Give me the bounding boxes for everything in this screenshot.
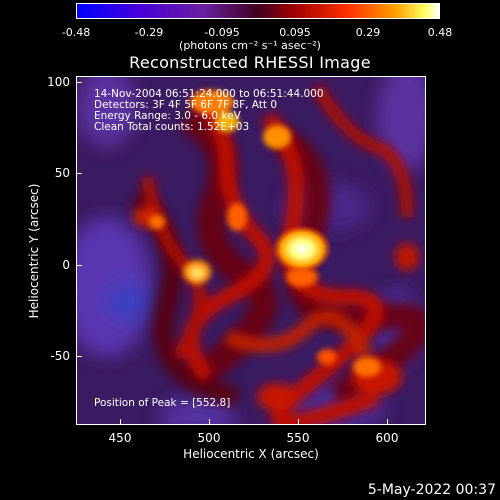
rhessi-image: 14-Nov-2004 06:51:24.000 to 06:51:44.000… bbox=[76, 76, 426, 425]
peak-position-label: Position of Peak = [552,8] bbox=[94, 397, 231, 409]
y-tick-mark bbox=[76, 356, 82, 357]
colorbar-tick: 0.48 bbox=[427, 26, 453, 39]
colorbar bbox=[76, 3, 440, 19]
rhessi-image-canvas bbox=[77, 77, 425, 424]
x-tick-label: 450 bbox=[108, 431, 132, 445]
x-tick-mark bbox=[387, 419, 388, 425]
y-tick-label: 100 bbox=[47, 75, 70, 89]
time-range-label: 14-Nov-2004 06:51:24.000 to 06:51:44.000 bbox=[94, 88, 324, 100]
y-tick-label: 0 bbox=[62, 258, 70, 272]
x-tick-mark bbox=[120, 419, 121, 425]
y-tick-mark bbox=[76, 173, 82, 174]
colorbar-tick: -0.095 bbox=[204, 26, 240, 39]
y-tick-mark bbox=[76, 265, 82, 266]
x-axis-label: Heliocentric X (arcsec) bbox=[183, 447, 319, 461]
x-tick-mark bbox=[209, 419, 210, 425]
y-tick-label: -50 bbox=[50, 349, 70, 363]
energy-range-label: Energy Range: 3.0 - 6.0 keV bbox=[94, 110, 241, 122]
colorbar-tick: 0.095 bbox=[279, 26, 311, 39]
timestamp: 5-May-2022 00:37 bbox=[367, 482, 496, 498]
colorbar-tick: -0.48 bbox=[61, 26, 91, 39]
image-title: Reconstructed RHESSI Image bbox=[129, 53, 371, 72]
x-tick-label: 500 bbox=[197, 431, 221, 445]
x-tick-label: 600 bbox=[375, 431, 399, 445]
colorbar-unit: (photons cm⁻² s⁻¹ asec⁻²) bbox=[179, 39, 321, 52]
x-tick-mark bbox=[298, 419, 299, 425]
y-tick-label: 50 bbox=[54, 166, 70, 180]
colorbar-tick: 0.29 bbox=[355, 26, 381, 39]
colorbar-tick: -0.29 bbox=[134, 26, 164, 39]
y-axis-label: Heliocentric Y (arcsec) bbox=[27, 183, 41, 319]
x-tick-label: 550 bbox=[286, 431, 310, 445]
y-tick-mark bbox=[76, 82, 82, 83]
total-counts-label: Clean Total counts: 1.52E+03 bbox=[94, 121, 250, 133]
detectors-label: Detectors: 3F 4F 5F 6F 7F 8F, Att 0 bbox=[94, 99, 278, 111]
